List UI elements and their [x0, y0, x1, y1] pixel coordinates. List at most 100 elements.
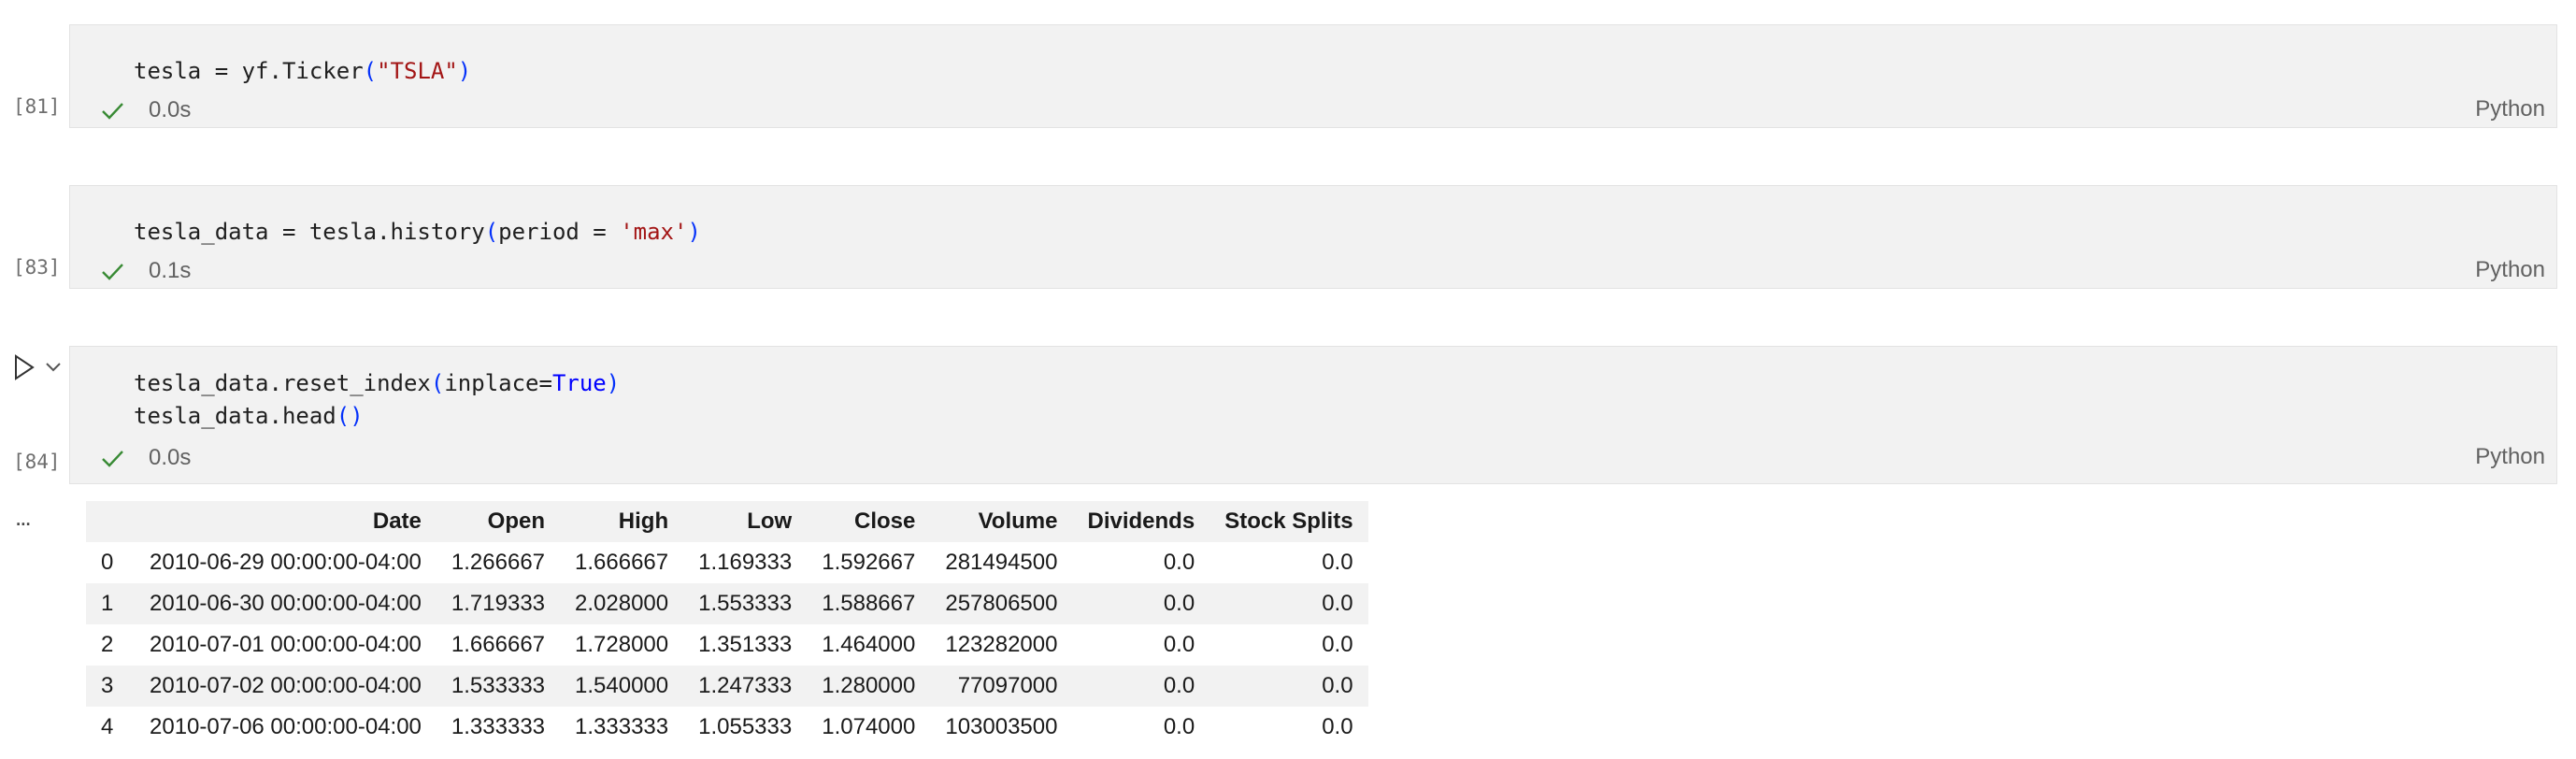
column-header: Low [747, 508, 793, 534]
table-cell: 2010-06-30 00:00:00-04:00 [150, 591, 422, 616]
check-icon [102, 264, 123, 280]
column-header: Dividends [1087, 508, 1195, 534]
code-line[interactable]: tesla_data = tesla.history(period = 'max… [134, 216, 701, 248]
table-cell: 257806500 [945, 591, 1058, 616]
table-cell: 0.0 [1322, 714, 1353, 739]
code-cell[interactable]: tesla_data.reset_index(inplace=True) tes… [69, 346, 2557, 484]
table-cell: 1.351333 [698, 632, 793, 657]
table-cell: 0.0 [1163, 632, 1195, 657]
table-cell: 103003500 [945, 714, 1058, 739]
column-header: Stock Splits [1224, 508, 1353, 534]
table-cell: 0.0 [1163, 550, 1195, 575]
table-row: 3 2010-07-02 00:00:00-04:00 1.533333 1.5400… [86, 666, 1368, 707]
table-cell: 1.588667 [822, 591, 916, 616]
code-token: tesla_data.head [134, 403, 336, 429]
code-token: tesla = yf.Ticker [134, 58, 364, 84]
code-token: tesla_data = tesla.history [134, 219, 485, 245]
row-index: 3 [101, 673, 114, 698]
execution-status: 0.0s [98, 94, 191, 126]
column-header: Close [853, 508, 916, 534]
code-token: tesla_data.reset_index [134, 370, 431, 396]
table-cell: 0.0 [1322, 550, 1353, 575]
table-cell: 2.028000 [575, 591, 669, 616]
code-token: True [551, 370, 607, 396]
execution-count: [84] [13, 451, 61, 473]
table-cell: 2010-07-06 00:00:00-04:00 [150, 714, 422, 739]
code-token: 'max' [620, 219, 688, 245]
more-actions-icon[interactable]: ... [15, 503, 32, 531]
code-token: () [336, 403, 364, 429]
code-token: ( [430, 370, 445, 396]
table-cell: 123282000 [945, 632, 1058, 657]
table-cell: 1.728000 [575, 632, 669, 657]
chevron-down-icon[interactable] [45, 361, 62, 374]
table-cell: 1.055333 [698, 714, 793, 739]
dataframe-output: Date Open High Low Close Volume Dividends Stock… [86, 501, 1368, 748]
code-token: ) [457, 58, 472, 84]
row-index: 4 [101, 714, 114, 739]
check-icon [102, 451, 123, 467]
table-cell: 0.0 [1163, 673, 1195, 698]
language-label[interactable]: Python [2475, 96, 2545, 122]
table-cell: 1.464000 [822, 632, 916, 657]
execution-status: 0.1s [98, 255, 191, 287]
table-cell: 1.540000 [575, 673, 669, 698]
column-header: Date [372, 508, 422, 534]
table-cell: 0.0 [1322, 591, 1353, 616]
code-token: inplace= [444, 370, 552, 396]
table-cell: 77097000 [957, 673, 1058, 698]
row-index: 2 [101, 632, 114, 657]
table-cell: 1.074000 [822, 714, 916, 739]
code-token: ( [363, 58, 378, 84]
code-line[interactable]: tesla_data.head() [134, 400, 364, 432]
execution-count: [83] [13, 256, 61, 279]
table-cell: 1.592667 [822, 550, 916, 575]
table-cell: 281494500 [945, 550, 1058, 575]
check-icon [102, 103, 123, 120]
table-cell: 1.333333 [451, 714, 546, 739]
table-row: 4 2010-07-06 00:00:00-04:00 1.333333 1.3333… [86, 707, 1368, 748]
language-label[interactable]: Python [2475, 444, 2545, 469]
table-row: 0 2010-06-29 00:00:00-04:00 1.266667 1.6666… [86, 542, 1368, 583]
execution-status: 0.0s [98, 442, 191, 474]
column-header: High [618, 508, 669, 534]
row-index: 0 [101, 550, 114, 575]
table-cell: 1.666667 [451, 632, 546, 657]
row-index: 1 [101, 591, 114, 616]
column-header: Volume [978, 508, 1058, 534]
table-cell: 1.280000 [822, 673, 916, 698]
table-cell: 1.666667 [575, 550, 669, 575]
table-cell: 1.719333 [451, 591, 546, 616]
code-line[interactable]: tesla_data.reset_index(inplace=True) [134, 367, 620, 399]
execution-count: [81] [13, 95, 61, 118]
table-cell: 1.553333 [698, 591, 793, 616]
code-line[interactable]: tesla = yf.Ticker("TSLA") [134, 55, 471, 87]
code-token: ) [606, 370, 621, 396]
language-label[interactable]: Python [2475, 257, 2545, 282]
table-body: 0 2010-06-29 00:00:00-04:00 1.266667 1.6666… [86, 542, 1368, 748]
table-row: 1 2010-06-30 00:00:00-04:00 1.719333 2.0280… [86, 583, 1368, 624]
code-token: "TSLA" [377, 58, 458, 84]
table-cell: 2010-06-29 00:00:00-04:00 [150, 550, 422, 575]
code-token: ( [484, 219, 499, 245]
code-cell[interactable]: tesla_data = tesla.history(period = 'max… [69, 185, 2557, 289]
table-cell: 0.0 [1163, 714, 1195, 739]
table-cell: 0.0 [1322, 673, 1353, 698]
table-cell: 1.266667 [451, 550, 546, 575]
table-cell: 2010-07-02 00:00:00-04:00 [150, 673, 422, 698]
execution-time: 0.1s [149, 258, 192, 283]
table-cell: 0.0 [1163, 591, 1195, 616]
execution-time: 0.0s [149, 445, 192, 470]
table-cell: 1.169333 [698, 550, 793, 575]
table-cell: 1.247333 [698, 673, 793, 698]
code-token: period = [498, 219, 621, 245]
code-token: ) [687, 219, 701, 245]
table-cell: 2010-07-01 00:00:00-04:00 [150, 632, 422, 657]
code-cell[interactable]: tesla = yf.Ticker("TSLA") 0.0s Python [69, 24, 2557, 128]
index-header [86, 501, 135, 542]
table-header-row: Date Open High Low Close Volume Dividends Stock… [86, 501, 1368, 542]
table-cell: 0.0 [1322, 632, 1353, 657]
run-cell-icon[interactable] [13, 353, 36, 381]
table-cell: 1.333333 [575, 714, 669, 739]
